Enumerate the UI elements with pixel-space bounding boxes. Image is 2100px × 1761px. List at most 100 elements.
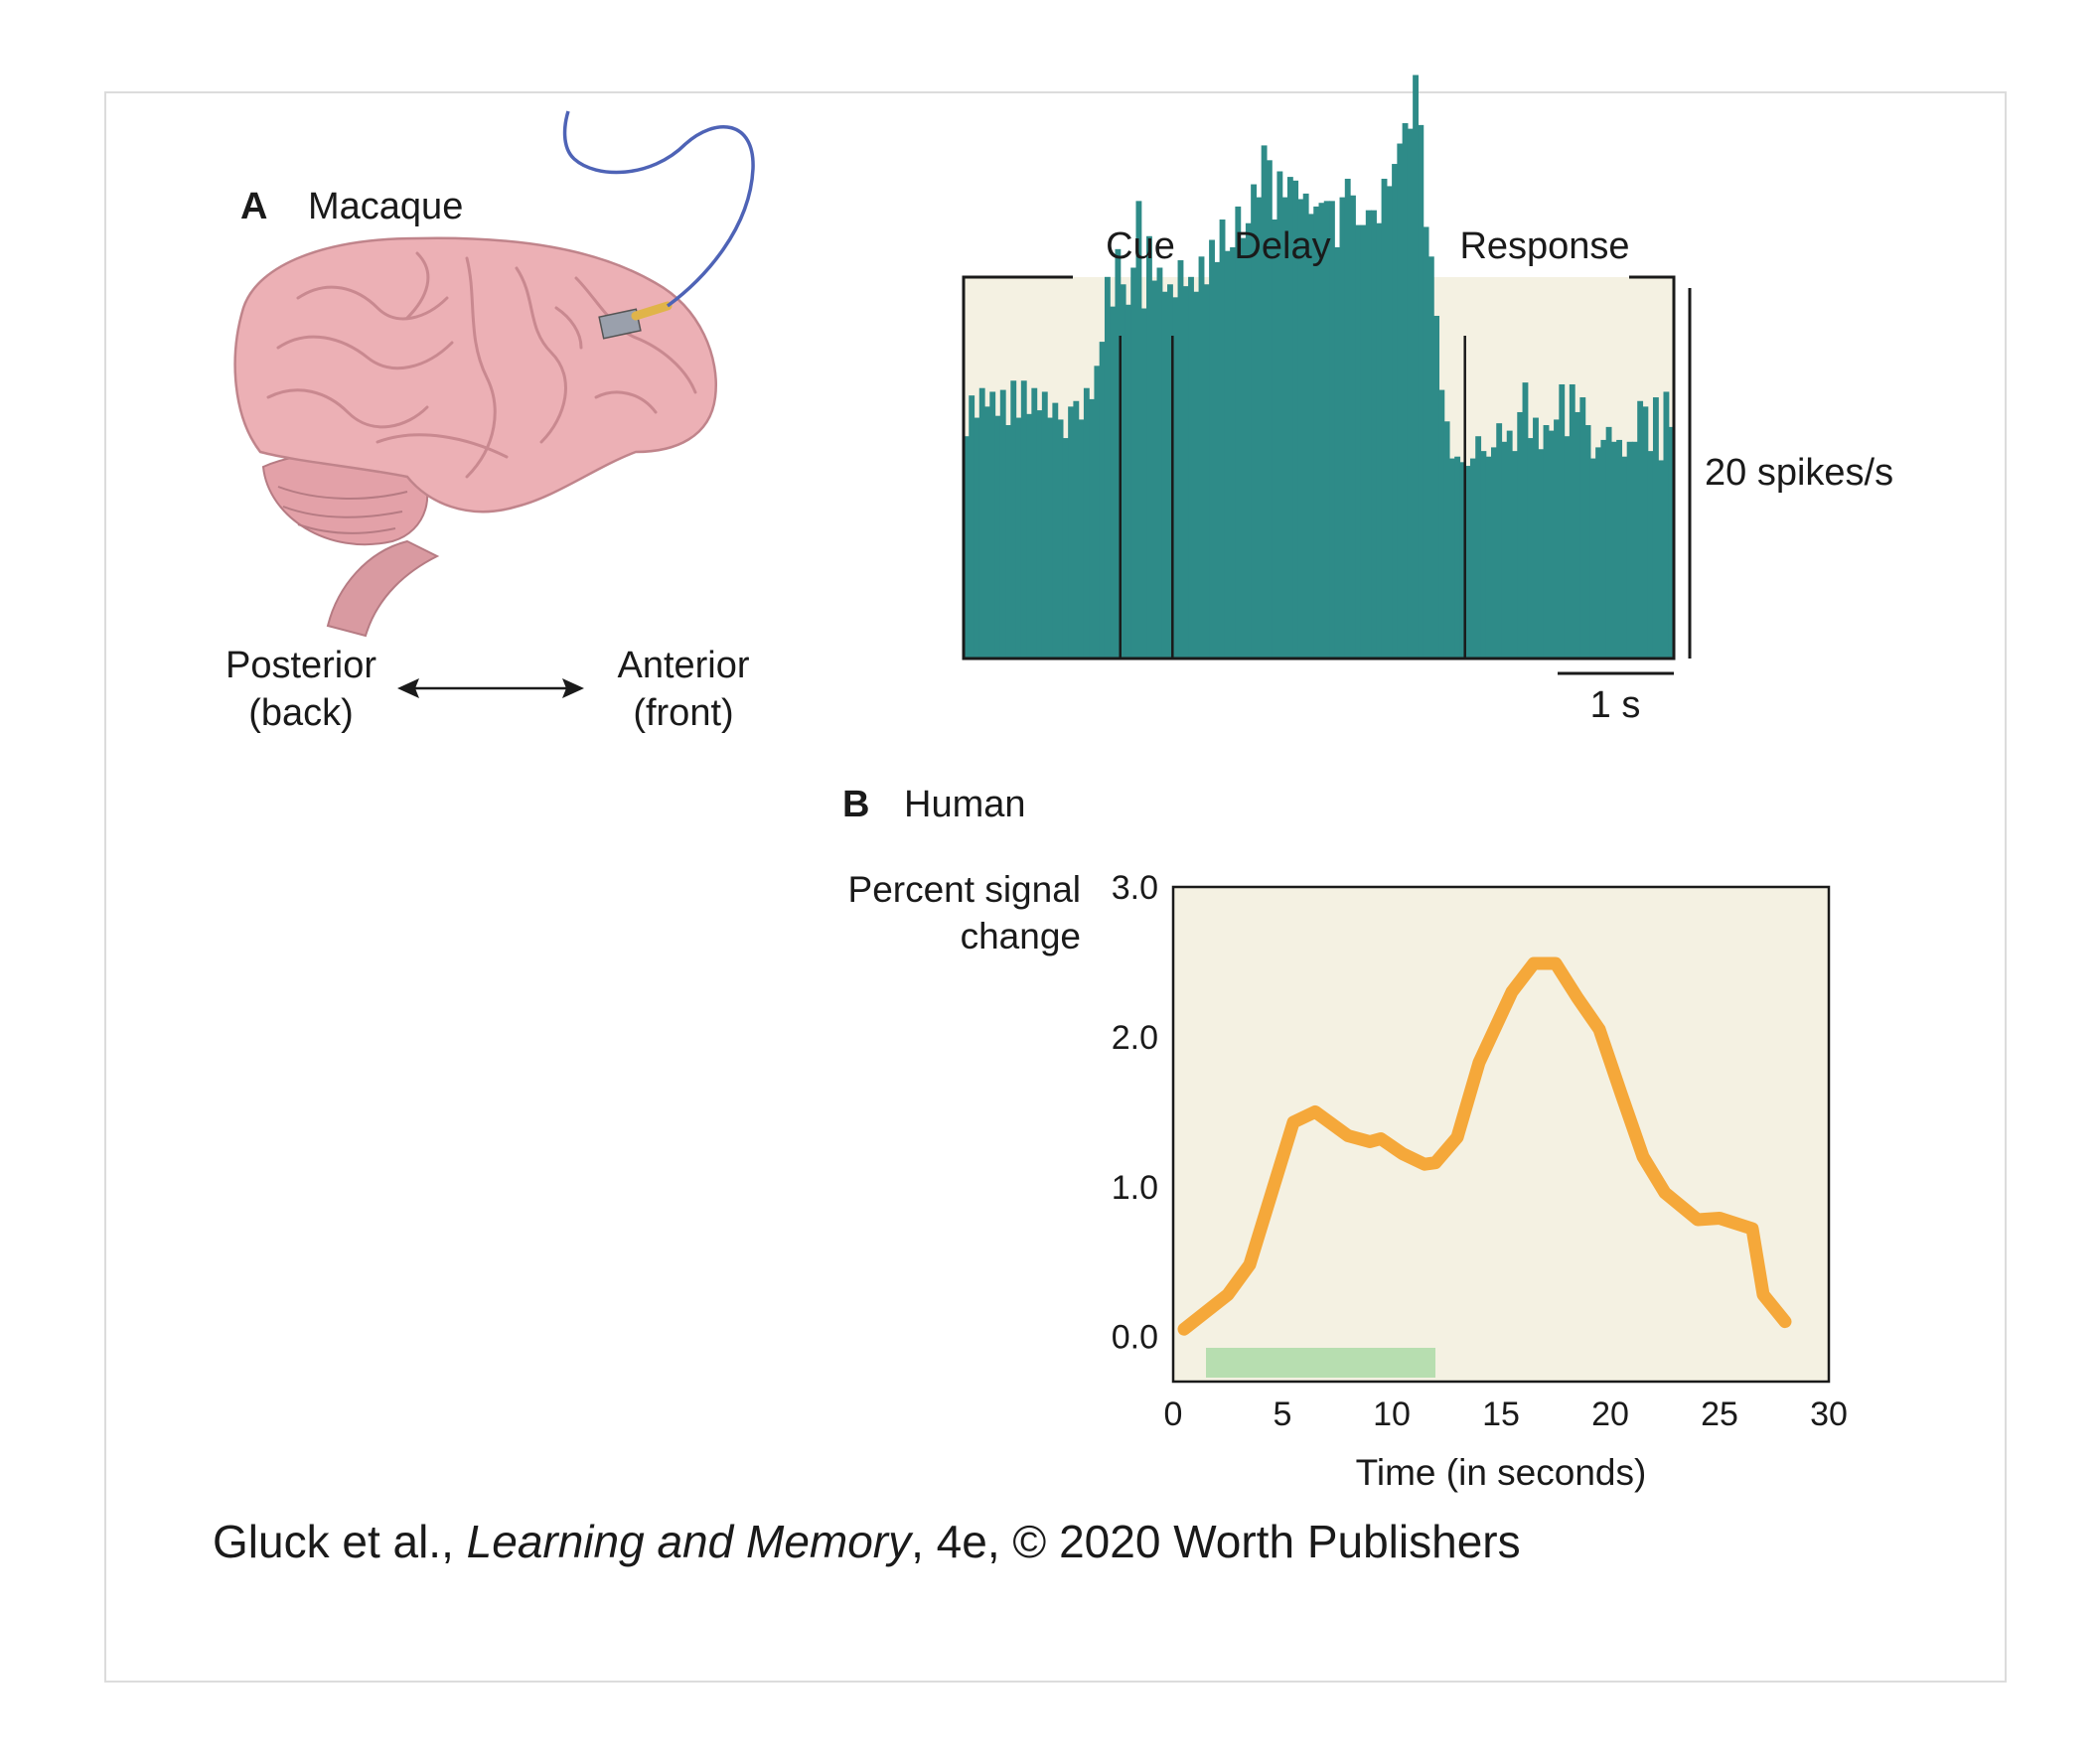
histogram-bar (1637, 400, 1644, 659)
histogram-bar (978, 387, 985, 659)
histogram-bar (1297, 199, 1304, 660)
histogram-bar (1397, 143, 1404, 659)
histogram-bar (1584, 425, 1591, 659)
histogram-bar (1272, 220, 1278, 659)
histogram-bar (1156, 267, 1163, 659)
phase-label-cue: Cue (1106, 225, 1175, 267)
cerebrum (233, 236, 717, 514)
caption-rest: , 4e, © 2020 Worth Publishers (911, 1516, 1520, 1567)
histogram-bar (1475, 436, 1482, 659)
histogram-bar (1402, 123, 1409, 659)
histogram-bar (1621, 456, 1628, 659)
histogram-bar (1427, 256, 1434, 659)
histogram-bar (1110, 306, 1117, 659)
histogram-bar (1443, 421, 1450, 659)
histogram-bar (1036, 410, 1043, 659)
histogram-bar (1193, 291, 1200, 659)
histogram-bar (1047, 417, 1053, 659)
histogram-bar (1062, 438, 1069, 659)
histogram-bar (1464, 466, 1471, 659)
histogram-bar (984, 406, 990, 659)
histogram-bar (1224, 250, 1231, 659)
y-scale-bar-label: 20 spikes/s (1705, 452, 1893, 494)
signal-line (1177, 956, 1792, 1336)
histogram-bar (1307, 214, 1314, 659)
histogram-bar (1506, 430, 1513, 659)
histogram-bar (1668, 426, 1675, 659)
histogram-bar (1251, 184, 1258, 659)
x-tick-label: 15 (1482, 1395, 1520, 1433)
histogram-bar (1490, 447, 1497, 659)
histogram-bar (1240, 237, 1247, 659)
histogram-bar (1381, 178, 1388, 659)
histogram-bar (1512, 451, 1518, 659)
histogram-bar (1350, 195, 1356, 659)
y-tick-label: 0.0 (1112, 1319, 1158, 1357)
histogram-bar (1538, 449, 1545, 659)
posterior-label: Posterior (225, 645, 376, 686)
histogram-bar (1161, 291, 1168, 659)
histogram-bar (1266, 160, 1273, 659)
histogram-bar (1527, 438, 1534, 659)
x-tick-label: 20 (1591, 1395, 1629, 1433)
histogram-bar (1073, 400, 1080, 659)
histogram-bar (1026, 413, 1032, 659)
histogram-bars (964, 74, 1675, 660)
histogram-bar (1057, 419, 1064, 659)
histogram-bar (1610, 441, 1617, 659)
anterior-sublabel: (front) (633, 692, 733, 734)
caption-book: Learning and Memory (467, 1516, 914, 1567)
histogram-bar (1407, 128, 1414, 660)
histogram-bar (1600, 439, 1607, 659)
histogram-bar (1083, 387, 1090, 659)
histogram-bar (1595, 447, 1601, 659)
histogram-bar (1579, 397, 1586, 659)
figure-caption: Gluck et al., Learning and Memory, 4e, ©… (213, 1516, 1521, 1567)
plot-area (1171, 885, 1831, 1384)
histogram-bar (1605, 426, 1612, 659)
histogram-bar (1235, 206, 1242, 659)
y-tick-label: 1.0 (1112, 1169, 1158, 1207)
histogram-bar (1292, 180, 1299, 659)
histogram-bar (1031, 387, 1038, 659)
histogram-bar (1501, 441, 1508, 659)
spike-histogram: Cue Delay Response 20 spikes/s 1 s (962, 74, 1893, 726)
x-tick-label: 30 (1810, 1395, 1848, 1433)
histogram-bar (1469, 458, 1476, 659)
histogram-bar (1413, 74, 1419, 659)
histogram-bar (1418, 124, 1425, 659)
histogram-bar (1245, 222, 1252, 660)
brain-stem (326, 539, 440, 638)
histogram-bar (1616, 439, 1623, 659)
histogram-bar (1167, 284, 1173, 659)
histogram-bar (1548, 430, 1555, 659)
histogram-bar (1078, 419, 1085, 659)
panel-b-title: Human (904, 784, 1026, 825)
histogram-bar (1652, 397, 1659, 659)
histogram-bar (1203, 284, 1210, 659)
histogram-bar (1423, 226, 1429, 659)
histogram-frame (962, 275, 1676, 660)
histogram-bar (1015, 417, 1022, 659)
panel-a-title: Macaque (308, 186, 463, 227)
histogram-bar (1261, 145, 1268, 659)
histogram-bar (1256, 197, 1263, 659)
x-scale-bar-label: 1 s (1590, 684, 1641, 726)
histogram-bar (1344, 178, 1351, 659)
arrow-left-head (397, 678, 419, 698)
histogram-bar (1339, 197, 1346, 659)
histogram-bar (1365, 210, 1372, 660)
histogram-bar (989, 391, 996, 659)
histogram-bar (1517, 411, 1524, 659)
y-tick-label: 2.0 (1112, 1019, 1158, 1057)
histogram-bar (1448, 458, 1455, 659)
stimulus-period-bar (1206, 1348, 1435, 1378)
histogram-bar (1376, 222, 1383, 660)
histogram-bar (1182, 286, 1189, 659)
y-axis-label-line2: change (961, 916, 1081, 956)
histogram-bar (1485, 456, 1492, 659)
panel-b-letter: B (842, 784, 869, 825)
histogram-bar (1130, 267, 1137, 659)
electrode-array (598, 308, 642, 340)
histogram-bar (1589, 458, 1596, 659)
